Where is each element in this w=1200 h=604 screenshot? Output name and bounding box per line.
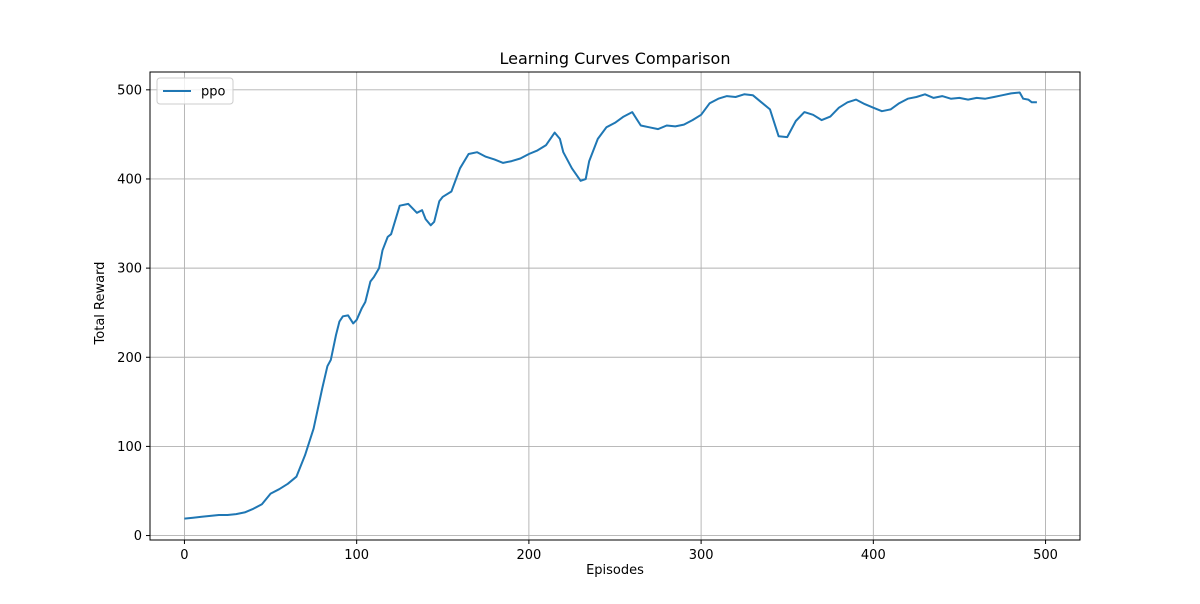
y-tick-label: 200	[117, 351, 142, 366]
x-tick-label: 200	[516, 548, 541, 563]
x-tick-label: 500	[1033, 548, 1058, 563]
grid-lines	[150, 72, 1080, 540]
legend-box	[156, 77, 234, 105]
x-tick-label: 400	[861, 548, 886, 563]
series-layer	[184, 91, 1037, 520]
x-tick-label: 100	[344, 548, 369, 563]
plot-area-frame	[149, 71, 1081, 541]
y-tick-label: 400	[117, 172, 142, 187]
y-tick-label: 100	[117, 440, 142, 455]
legend: ppo	[156, 77, 234, 105]
x-tick-label: 0	[180, 548, 188, 563]
y-axis-ticks: 0 100 200 300 400 500	[117, 83, 150, 544]
y-tick-label: 0	[134, 529, 142, 544]
chart-title: Learning Curves Comparison	[500, 49, 731, 68]
x-axis-ticks: 0 100 200 300 400 500	[180, 540, 1058, 563]
y-tick-label: 300	[117, 262, 142, 277]
y-tick-label: 500	[117, 83, 142, 98]
legend-label: ppo	[201, 85, 226, 100]
y-axis-label: Total Reward	[93, 262, 108, 346]
x-axis-label: Episodes	[586, 563, 644, 578]
series-line-ppo	[184, 91, 1037, 520]
x-tick-label: 300	[689, 548, 714, 563]
